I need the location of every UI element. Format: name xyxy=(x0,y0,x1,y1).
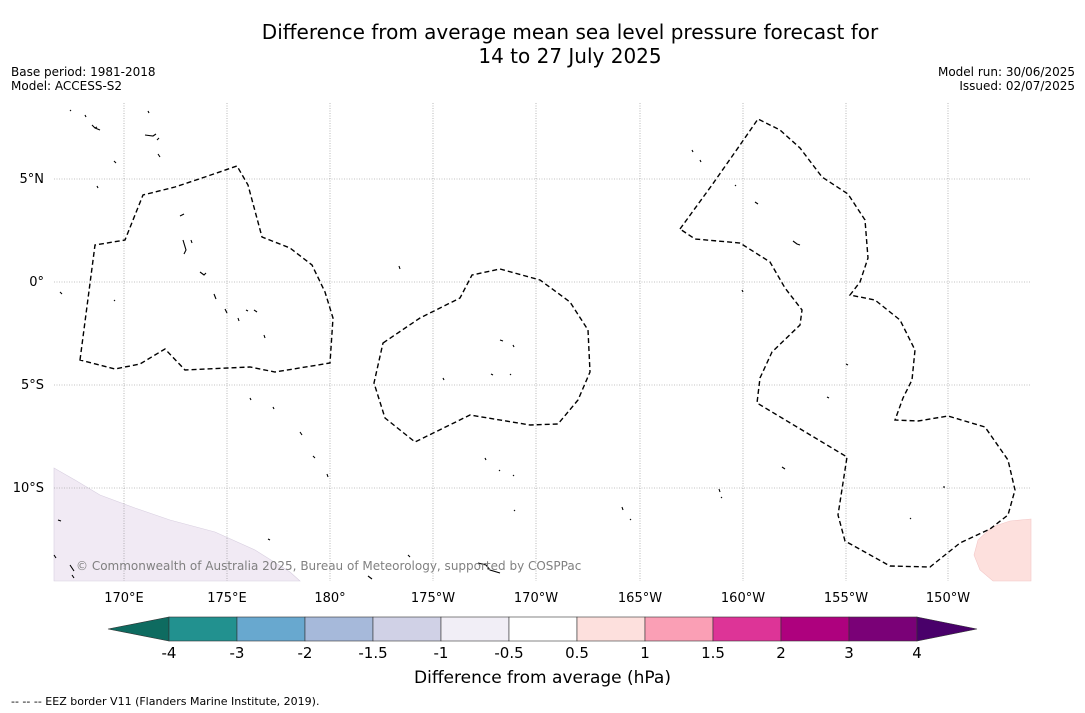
colorbar-tick: -1.5 xyxy=(358,644,387,662)
eez-phoenix xyxy=(373,268,591,443)
colorbar-segment xyxy=(780,616,850,642)
lat-tick: 5°S xyxy=(21,378,44,393)
colorbar-segment xyxy=(304,616,374,642)
colorbar-segment xyxy=(372,616,442,642)
model-name: Model: ACCESS-S2 xyxy=(11,79,123,93)
lon-tick: 165°W xyxy=(618,591,662,606)
copyright-notice: © Commonwealth of Australia 2025, Bureau… xyxy=(76,559,581,573)
eez-borders xyxy=(79,118,1016,568)
colorbar-segment xyxy=(168,616,238,642)
lon-tick: 170°E xyxy=(104,591,144,606)
eez-legend-note: -- -- -- EEZ border V11 (Flanders Marine… xyxy=(11,695,320,708)
meta-left: Base period: 1981-2018 Model: ACCESS-S2 xyxy=(11,65,156,93)
colorbar-extend-low xyxy=(107,616,170,642)
lon-tick: 175°W xyxy=(411,591,455,606)
lat-tick: 5°N xyxy=(20,172,45,187)
colorbar-tick: -3 xyxy=(230,644,245,662)
colorbar-segment xyxy=(440,616,510,642)
eez-tuvalu xyxy=(79,165,334,373)
meta-right: Model run: 30/06/2025 Issued: 02/07/2025 xyxy=(938,65,1075,93)
map-area xyxy=(54,103,1031,581)
chart-title: Difference from average mean sea level p… xyxy=(0,20,1085,68)
lat-tick-labels: 5°N 0° 5°S 10°S xyxy=(13,172,44,496)
islands xyxy=(53,109,945,580)
colorbar-tick: 1.5 xyxy=(701,644,725,662)
colorbar-segment xyxy=(712,616,782,642)
lon-tick: 155°W xyxy=(824,591,868,606)
colorbar-segment xyxy=(848,616,918,642)
lon-tick: 160°W xyxy=(721,591,765,606)
colorbar-tick: 4 xyxy=(912,644,922,662)
colorbar-tick: -2 xyxy=(298,644,313,662)
colorbar-segment xyxy=(644,616,714,642)
positive-anomaly-area xyxy=(973,518,1032,582)
colorbar xyxy=(107,616,978,642)
colorbar-label: Difference from average (hPa) xyxy=(414,668,671,688)
lon-tick: 150°W xyxy=(926,591,970,606)
colorbar-segment xyxy=(576,616,646,642)
colorbar-tick: -0.5 xyxy=(494,644,523,662)
colorbar-tick-labels: -4 -3 -2 -1.5 -1 -0.5 0.5 1 1.5 2 3 4 xyxy=(162,644,922,662)
base-period: Base period: 1981-2018 xyxy=(11,65,156,79)
lat-tick: 0° xyxy=(29,275,44,290)
colorbar-tick: 0.5 xyxy=(565,644,589,662)
colorbar-tick: 2 xyxy=(776,644,786,662)
eez-line-islands xyxy=(679,118,1016,568)
negative-anomaly-area xyxy=(53,467,301,582)
lon-tick-labels: 170°E 175°E 180° 175°W 170°W 165°W 160°W… xyxy=(104,591,970,606)
title-line-2: 14 to 27 July 2025 xyxy=(478,44,662,68)
title-line-1: Difference from average mean sea level p… xyxy=(261,20,879,44)
colorbar-tick: -1 xyxy=(434,644,449,662)
colorbar-extend-high xyxy=(916,616,978,642)
model-run: Model run: 30/06/2025 xyxy=(937,65,1075,79)
issued-date: Issued: 02/07/2025 xyxy=(959,79,1075,93)
colorbar-segment xyxy=(508,616,578,642)
lon-tick: 180° xyxy=(314,591,345,606)
lon-tick: 170°W xyxy=(514,591,558,606)
lat-tick: 10°S xyxy=(13,481,44,496)
colorbar-tick: -4 xyxy=(162,644,177,662)
lon-tick: 175°E xyxy=(207,591,247,606)
colorbar-tick: 1 xyxy=(640,644,650,662)
colorbar-segment xyxy=(236,616,306,642)
colorbar-tick: 3 xyxy=(844,644,854,662)
